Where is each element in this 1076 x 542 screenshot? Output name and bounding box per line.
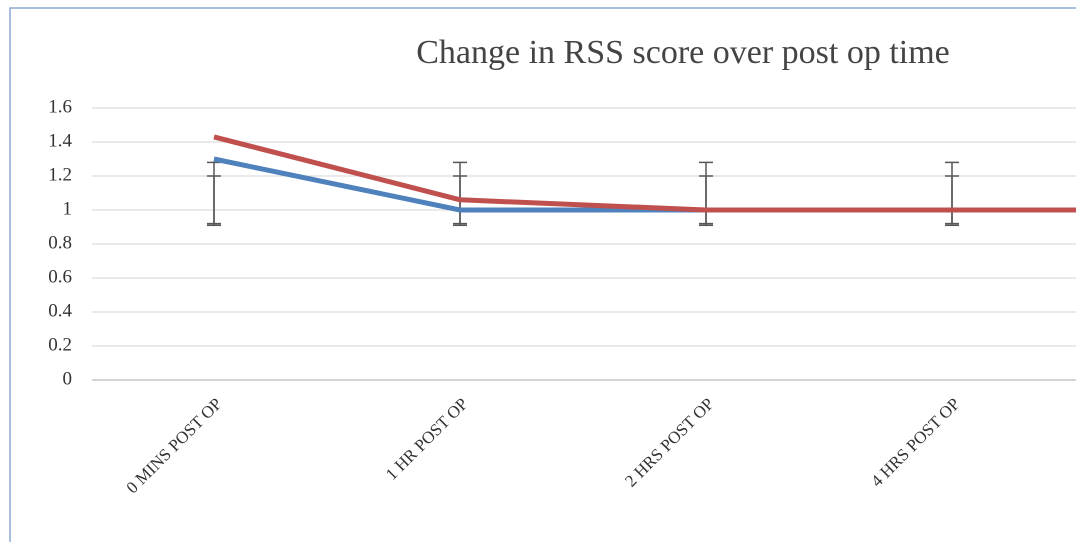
y-tick-label: 1.4: [48, 130, 72, 151]
y-tick-label: 0.4: [48, 300, 72, 321]
y-tick-label: 0.6: [48, 266, 72, 287]
chart-title: Change in RSS score over post op time: [416, 34, 950, 71]
x-tick-label: 2 HRS POST OP: [621, 394, 717, 490]
y-tick-label: 1.6: [48, 96, 72, 117]
x-tick-label: 0 MINS POST OP: [123, 394, 226, 497]
y-tick-label: 1.2: [48, 164, 72, 185]
y-tick-label: 1: [63, 198, 73, 219]
chart-frame: [9, 7, 1076, 542]
x-tick-label: 1 HR POST OP: [382, 394, 472, 484]
series-line: [213, 156, 1076, 213]
y-tick-label: 0.8: [48, 232, 72, 253]
x-tick-label: 4 HRS POST OP: [867, 394, 963, 490]
series-line: [213, 134, 1076, 213]
y-tick-label: 0.2: [48, 334, 72, 355]
y-tick-label: 0: [63, 368, 73, 389]
